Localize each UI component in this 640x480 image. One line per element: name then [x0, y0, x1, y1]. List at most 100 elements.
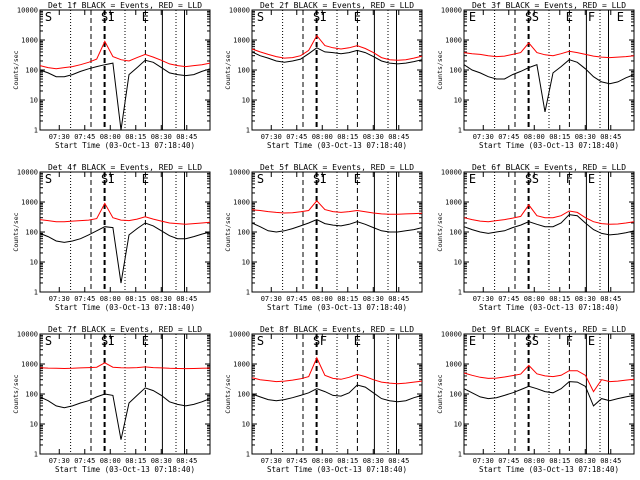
interval-marker: F	[566, 172, 573, 186]
interval-marker: S	[532, 10, 539, 24]
x-tick-label: 08:00	[524, 457, 545, 465]
x-tick-label: 08:00	[100, 133, 121, 141]
y-tick-label: 100	[449, 229, 462, 237]
interval-marker: S	[257, 172, 264, 186]
y-tick-label: 1000	[445, 361, 462, 369]
x-tick-label: 08:30	[151, 133, 172, 141]
series-events	[463, 59, 635, 113]
y-tick-label: 10000	[229, 331, 250, 339]
interval-marker: S	[525, 172, 532, 186]
y-tick-label: 1	[34, 127, 38, 135]
y-tick-label: 10000	[17, 7, 38, 15]
x-tick-label: 08:45	[388, 295, 409, 303]
y-tick-label: 10000	[17, 331, 38, 339]
x-tick-label: 08:15	[125, 133, 146, 141]
x-tick-label: 07:45	[498, 457, 519, 465]
series-events	[463, 381, 635, 407]
x-axis-label: Start Time (03-Oct-13 07:18:40)	[267, 465, 407, 474]
y-tick-label: 10	[30, 97, 38, 105]
x-tick-label: 08:45	[388, 457, 409, 465]
interval-marker: S	[257, 10, 264, 24]
interval-marker: S	[101, 10, 108, 24]
series-lld	[463, 42, 635, 59]
y-axis-label: Counts/sec	[436, 374, 444, 413]
interval-marker: S	[313, 334, 320, 348]
x-tick-label: 08:30	[363, 457, 384, 465]
interval-marker: E	[142, 172, 149, 186]
y-tick-label: 10	[30, 421, 38, 429]
panel-title: Det 6f BLACK = Events, RED = LLD	[472, 163, 626, 172]
x-tick-label: 07:30	[261, 133, 282, 141]
y-tick-label: 1	[34, 451, 38, 459]
x-tick-label: 08:30	[151, 457, 172, 465]
interval-marker: E	[469, 10, 476, 24]
interval-marker: F	[588, 10, 595, 24]
x-tick-label: 08:15	[549, 133, 570, 141]
x-tick-label: 08:00	[524, 295, 545, 303]
y-tick-label: 100	[237, 67, 250, 75]
x-tick-label: 08:15	[337, 133, 358, 141]
x-tick-label: 07:30	[261, 295, 282, 303]
interval-marker: S	[257, 334, 264, 348]
x-tick-label: 08:45	[600, 457, 621, 465]
x-axis-label: Start Time (03-Oct-13 07:18:40)	[479, 141, 619, 150]
x-tick-label: 08:15	[125, 457, 146, 465]
y-tick-label: 100	[25, 229, 38, 237]
x-tick-label: 07:30	[473, 457, 494, 465]
y-tick-label: 10000	[441, 169, 462, 177]
x-tick-label: 08:30	[363, 133, 384, 141]
panel-title: Det 9f BLACK = Events, RED = LLD	[472, 325, 626, 334]
interval-marker: E	[617, 10, 624, 24]
series-lld	[39, 40, 211, 70]
series-lld	[463, 364, 635, 393]
series-lld	[39, 362, 211, 370]
y-tick-label: 1	[246, 289, 250, 297]
y-tick-label: 10000	[441, 331, 462, 339]
x-tick-label: 08:30	[575, 295, 596, 303]
series-events	[251, 219, 423, 233]
x-tick-label: 08:45	[388, 133, 409, 141]
y-tick-label: 1000	[21, 361, 38, 369]
y-axis-label: Counts/sec	[224, 212, 232, 251]
x-tick-label: 07:45	[74, 457, 95, 465]
y-tick-label: 10	[30, 259, 38, 267]
y-tick-label: 1000	[445, 199, 462, 207]
series-events	[251, 47, 423, 65]
interval-marker: S	[101, 172, 108, 186]
x-axis-label: Start Time (03-Oct-13 07:18:40)	[55, 141, 195, 150]
interval-marker: I	[108, 172, 115, 186]
x-tick-label: 07:45	[286, 295, 307, 303]
y-tick-label: 10	[242, 421, 250, 429]
y-tick-label: 1	[246, 451, 250, 459]
interval-marker: S	[525, 10, 532, 24]
x-tick-label: 07:30	[49, 457, 70, 465]
y-tick-label: 10000	[229, 7, 250, 15]
x-tick-label: 07:45	[286, 133, 307, 141]
x-tick-label: 08:15	[549, 295, 570, 303]
x-tick-label: 07:30	[49, 133, 70, 141]
y-tick-label: 1000	[233, 361, 250, 369]
panel-title: Det 2f BLACK = Events, RED = LLD	[260, 1, 414, 10]
x-tick-label: 08:00	[312, 133, 333, 141]
interval-marker: E	[469, 334, 476, 348]
x-axis-label: Start Time (03-Oct-13 07:18:40)	[479, 465, 619, 474]
interval-marker: E	[588, 334, 595, 348]
y-tick-label: 1	[458, 127, 462, 135]
interval-marker: F	[320, 334, 327, 348]
y-tick-label: 10000	[229, 169, 250, 177]
interval-marker: E	[142, 334, 149, 348]
x-tick-label: 08:15	[337, 457, 358, 465]
y-axis-label: Counts/sec	[12, 50, 20, 89]
interval-marker: S	[45, 172, 52, 186]
x-axis-label: Start Time (03-Oct-13 07:18:40)	[267, 141, 407, 150]
x-tick-label: 08:15	[337, 295, 358, 303]
y-tick-label: 1	[246, 127, 250, 135]
y-tick-label: 10	[454, 97, 462, 105]
